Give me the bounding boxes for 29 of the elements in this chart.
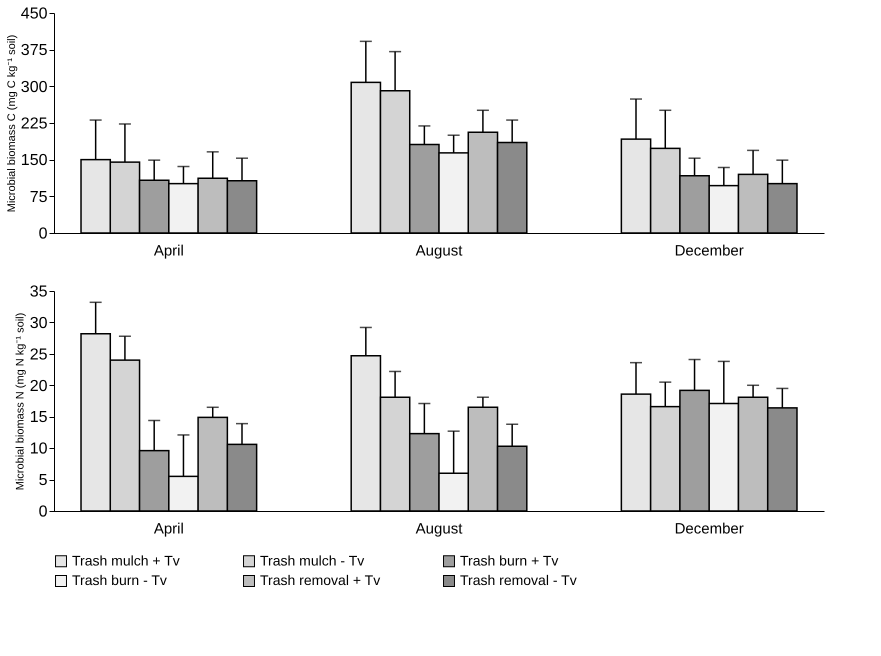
y-tick-label: 75 [30, 188, 48, 206]
y-tick-label: 300 [20, 78, 48, 96]
y-axis-title: Microbial biomass N (mg N kg⁻¹ soil) [14, 312, 27, 490]
y-tick-label: 15 [30, 409, 48, 426]
y-tick-label: 150 [20, 152, 48, 170]
y-tick-label: 5 [38, 472, 48, 490]
x-tick-label: August [416, 242, 464, 260]
legend-label: Trash burn + Tv [460, 552, 558, 568]
y-tick-label: 0 [38, 504, 48, 520]
y-tick-label: 10 [30, 440, 48, 458]
y-tick-label: 30 [30, 314, 48, 332]
x-tick-label: December [674, 242, 744, 260]
x-tick-label: April [154, 242, 184, 260]
y-axis-title: Microbial biomass C (mg C kg⁻¹ soil) [6, 34, 18, 212]
legend-label: Trash burn - Tv [72, 572, 167, 588]
legend-label: Trash removal + Tv [260, 572, 380, 588]
y-tick-label: 20 [30, 378, 48, 395]
x-tick-label: August [416, 520, 464, 538]
y-tick-label: 0 [38, 226, 48, 242]
legend-label: Trash removal - Tv [460, 572, 577, 588]
y-tick-label: 25 [30, 346, 48, 364]
y-tick-label: 35 [30, 284, 48, 300]
legend-label: Trash mulch - Tv [260, 552, 364, 568]
y-tick-label: 375 [20, 42, 48, 60]
x-tick-label: December [674, 520, 744, 538]
legend-label: Trash mulch + Tv [72, 552, 180, 568]
y-tick-label: 225 [20, 116, 48, 132]
x-tick-label: April [154, 520, 184, 538]
y-tick-label: 450 [20, 6, 48, 22]
